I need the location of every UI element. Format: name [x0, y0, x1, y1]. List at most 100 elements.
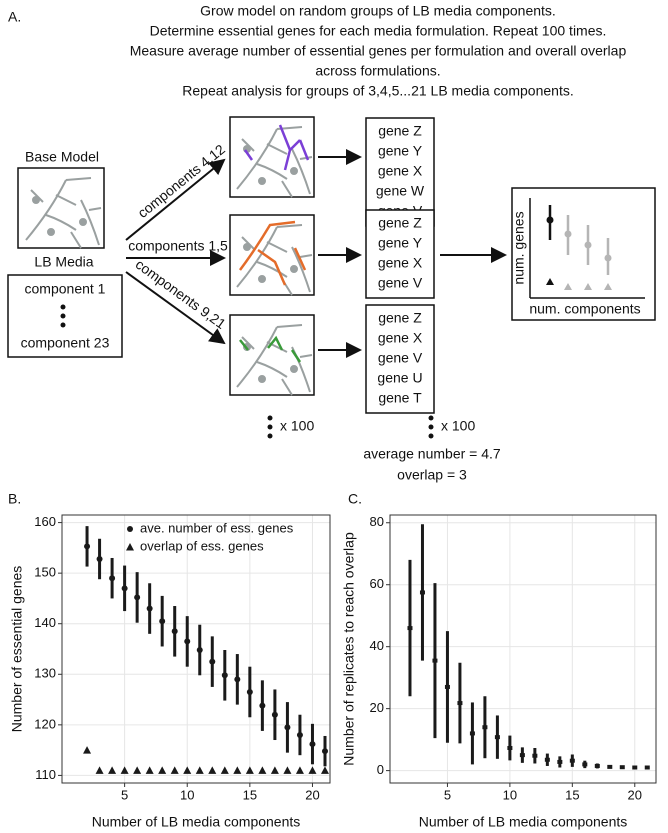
point: [320, 766, 329, 774]
point: [432, 658, 438, 663]
arrows: [125, 149, 507, 358]
ellipsis: [267, 415, 434, 439]
gene-lists: gene Z gene Y gene X gene W gene V gene Z gene…: [365, 117, 435, 414]
y-axis-label: Number of replicates to reach overlap: [341, 532, 357, 766]
mini-chart: num. genes num. components: [511, 187, 656, 321]
point: [594, 763, 600, 768]
gene: gene W: [376, 183, 425, 199]
repeat-label: x 100: [280, 418, 314, 434]
point: [469, 731, 475, 736]
gene: gene Z: [378, 123, 422, 139]
point: [159, 618, 166, 625]
point: [184, 638, 191, 645]
point: [482, 725, 488, 730]
gene: gene Z: [378, 310, 422, 326]
point: [507, 745, 513, 750]
point: [569, 758, 575, 763]
gene: gene Z: [378, 215, 422, 231]
point: [258, 766, 267, 774]
point: [245, 766, 254, 774]
point: [83, 746, 92, 754]
x-axis-label: Number of LB media components: [419, 814, 628, 830]
point: [121, 585, 128, 592]
point: [195, 766, 204, 774]
y-tick-label: 80: [370, 514, 384, 529]
gene-box: [365, 209, 435, 299]
point: [308, 766, 317, 774]
x-tick-label: 20: [628, 787, 642, 802]
point: [208, 766, 217, 774]
point: [309, 741, 316, 748]
point: [108, 766, 117, 774]
y-tick-label: 150: [34, 565, 56, 580]
y-tick-label: 20: [370, 700, 384, 715]
point: [284, 724, 291, 731]
x-tick-label: 20: [305, 787, 319, 802]
plot-border: [389, 514, 657, 784]
y-tick-label: 160: [34, 514, 56, 529]
y-tick-label: 0: [377, 762, 384, 777]
panel-label: B.: [8, 491, 21, 507]
arrow-label: components 4,12: [134, 141, 228, 221]
point: [271, 711, 278, 718]
gene: gene Y: [378, 143, 423, 159]
point: [296, 731, 303, 738]
plot-area: [62, 515, 330, 783]
point: [407, 626, 413, 631]
panel-label: C.: [348, 491, 362, 507]
x-tick-label: 10: [180, 787, 194, 802]
gene: gene X: [378, 255, 423, 271]
x-axis-label: Number of LB media components: [92, 814, 301, 830]
point: [120, 766, 129, 774]
gene: gene X: [378, 163, 423, 179]
point: [557, 759, 563, 764]
gene: gene U: [377, 370, 422, 386]
gene-box: [365, 117, 435, 227]
legend-marker: [126, 543, 134, 551]
point: [295, 766, 304, 774]
ellipsis: [60, 304, 66, 328]
y-tick-label: 120: [34, 716, 56, 731]
plot-area: [390, 515, 656, 783]
gene: gene T: [378, 390, 422, 406]
point: [270, 766, 279, 774]
point: [283, 766, 292, 774]
x-tick-label: 15: [243, 787, 257, 802]
header-line: Determine essential genes for each media…: [150, 23, 607, 39]
gene: gene X: [378, 330, 423, 346]
base-model-box: [17, 167, 105, 249]
point: [146, 605, 153, 612]
y-tick-label: 40: [370, 638, 384, 653]
point: [582, 762, 588, 767]
gene: gene V: [378, 350, 423, 366]
point: [644, 765, 650, 770]
legend-label: overlap of ess. genes: [140, 538, 264, 553]
point: [170, 766, 179, 774]
point: [233, 766, 242, 774]
lb-media-label: LB Media: [34, 254, 93, 270]
legend-marker: [127, 526, 133, 532]
x-tick-label: 10: [503, 787, 517, 802]
point: [220, 766, 229, 774]
point: [145, 766, 154, 774]
plot-border: [61, 514, 331, 784]
point: [419, 590, 425, 595]
point: [95, 766, 104, 774]
header-line: across formulations.: [315, 63, 440, 79]
panel-label: A.: [8, 9, 21, 25]
summary: average number = 4.7: [363, 446, 501, 462]
header-line: Measure average number of essential gene…: [130, 43, 627, 59]
x-tick-label: 5: [444, 787, 451, 802]
point: [134, 594, 141, 601]
point: [321, 748, 328, 755]
point: [544, 757, 550, 762]
y-tick-label: 110: [35, 767, 56, 782]
point: [259, 702, 266, 709]
mini-y-label: num. genes: [511, 211, 527, 284]
point: [444, 684, 450, 689]
point: [109, 575, 116, 582]
point: [158, 766, 167, 774]
point: [632, 765, 638, 770]
